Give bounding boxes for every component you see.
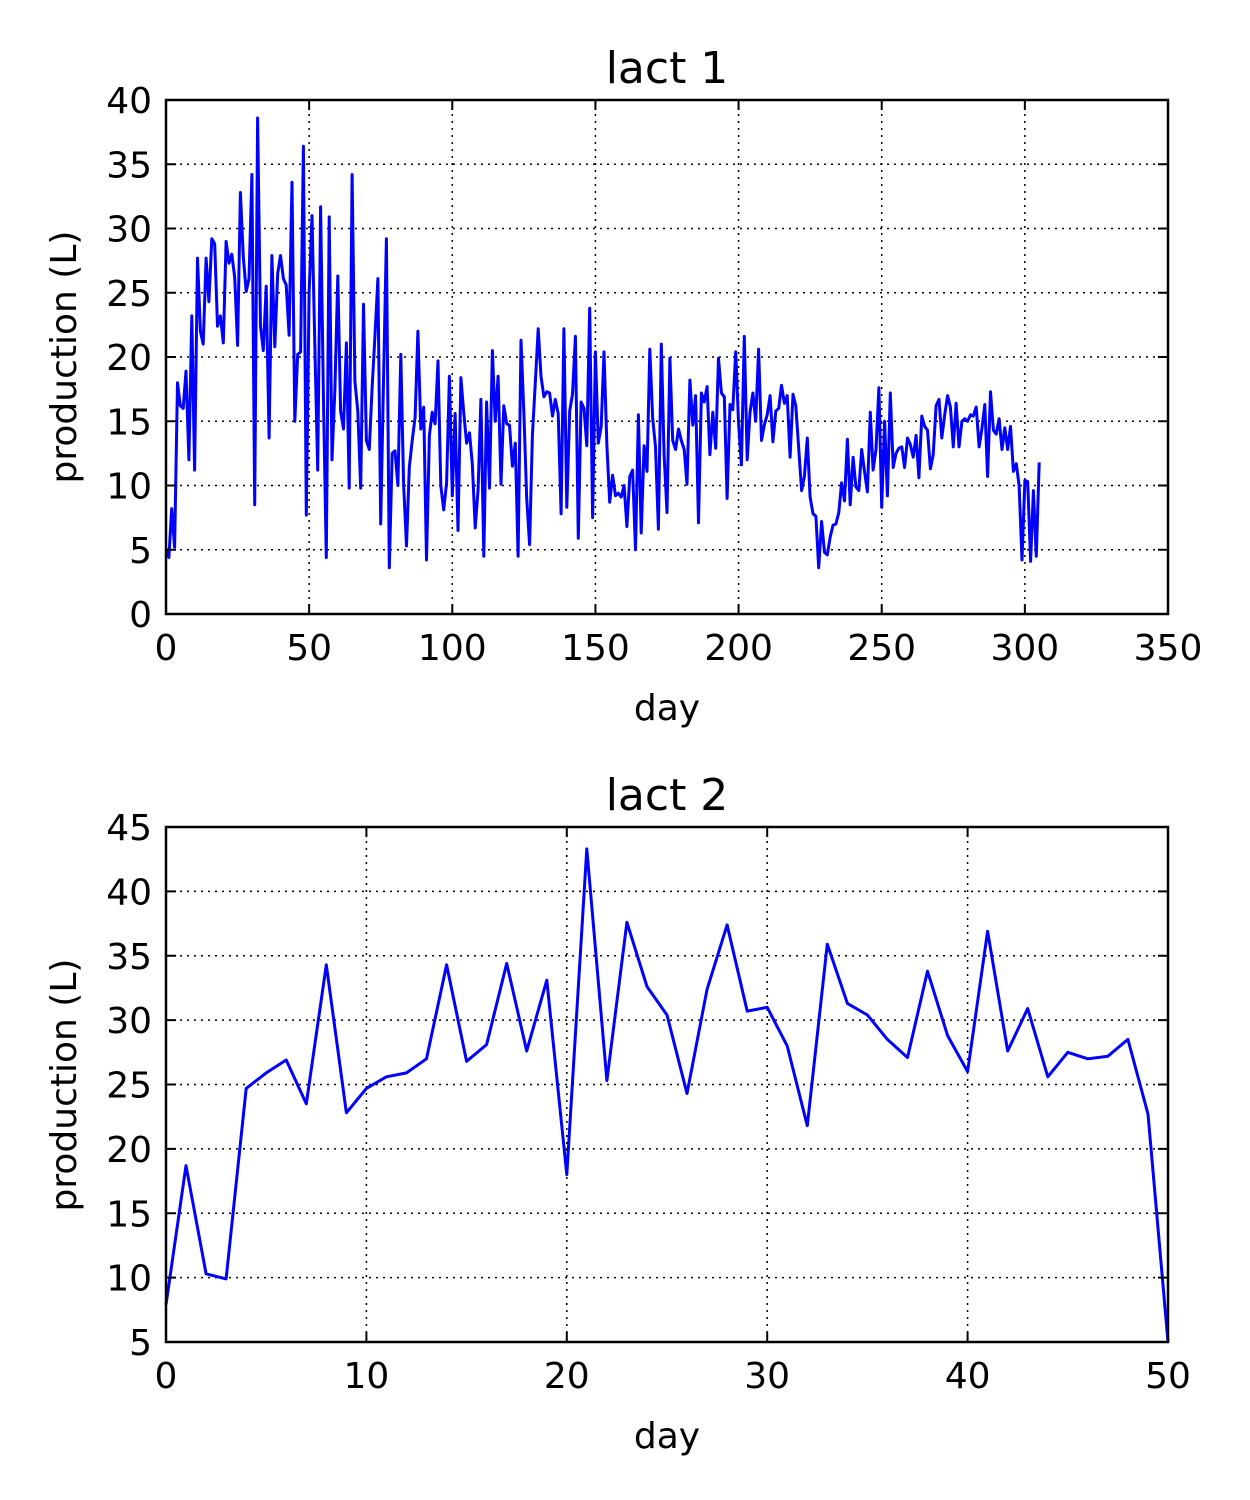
y-tick-label: 15	[106, 402, 152, 443]
x-tick-label: 350	[1134, 628, 1203, 669]
x-tick-label: 0	[155, 628, 178, 669]
y-tick-label: 5	[129, 531, 152, 572]
x-tick-label: 100	[418, 628, 487, 669]
y-tick-label: 10	[106, 1259, 152, 1300]
x-tick-label: 300	[990, 628, 1059, 669]
y-tick-label: 40	[106, 872, 152, 913]
x-axis-label: day	[634, 1416, 700, 1457]
y-tick-label: 35	[106, 145, 152, 186]
y-axis-label: production (L)	[44, 959, 85, 1212]
plot-frame	[164, 825, 1170, 1344]
y-tick-label: 15	[106, 1194, 152, 1235]
y-tick-label: 45	[106, 808, 152, 849]
y-tick-label: 25	[106, 1066, 152, 1107]
x-tick-label: 50	[1145, 1356, 1191, 1397]
x-tick-label: 20	[544, 1356, 590, 1397]
chart-lact-2: lact 2 day production (L) 0 10 20 30 40 50 5 10…	[44, 770, 1191, 1457]
series-line	[164, 847, 1170, 1343]
chart-lact-1: lact 1 day production (L) 0 50 100 150 200 25…	[44, 43, 1202, 729]
x-tick-label: 40	[945, 1356, 991, 1397]
y-tick-label: 20	[106, 1130, 152, 1171]
x-tick-label: 250	[847, 628, 916, 669]
y-tick-label: 25	[106, 274, 152, 315]
y-axis-label: production (L)	[44, 231, 85, 484]
x-axis-label: day	[634, 688, 700, 729]
x-tick-label: 50	[286, 628, 332, 669]
chart-title: lact 2	[606, 770, 729, 821]
series-line	[164, 116, 1041, 570]
x-tick-label: 0	[155, 1356, 178, 1397]
y-tick-label: 40	[106, 81, 152, 122]
y-tick-label: 0	[129, 595, 152, 636]
y-tick-label: 10	[106, 467, 152, 508]
x-tick-label: 200	[704, 628, 773, 669]
x-tick-label: 150	[561, 628, 630, 669]
y-tick-label: 30	[106, 210, 152, 251]
x-tick-label: 10	[343, 1356, 389, 1397]
y-tick-label: 30	[106, 1001, 152, 1042]
y-tick-label: 5	[129, 1323, 152, 1364]
y-tick-label: 20	[106, 338, 152, 379]
chart-title: lact 1	[606, 43, 729, 94]
x-tick-label: 30	[744, 1356, 790, 1397]
y-tick-label: 35	[106, 937, 152, 978]
